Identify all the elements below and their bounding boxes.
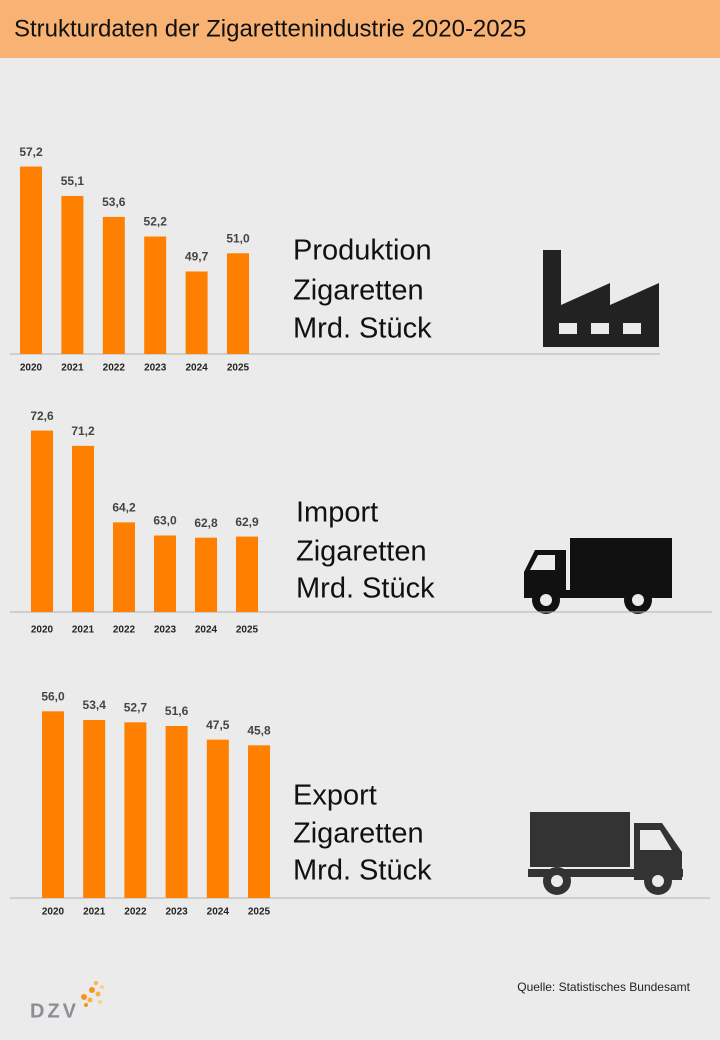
x-tick-label: 2020	[31, 625, 54, 636]
bar	[42, 711, 64, 898]
bar	[154, 535, 176, 612]
bar	[236, 536, 258, 612]
chart-label: Mrd. Stück	[296, 573, 435, 605]
value-label: 56,0	[41, 690, 65, 704]
chart-label: Produktion	[293, 235, 432, 267]
value-label: 52,2	[144, 215, 168, 229]
bar	[72, 445, 94, 612]
chart-label: Mrd. Stück	[293, 855, 432, 887]
chart-label: Zigaretten	[293, 818, 424, 850]
x-tick-label: 2023	[154, 625, 177, 636]
value-label: 51,6	[165, 704, 189, 718]
x-tick-label: 2024	[185, 363, 208, 374]
value-label: 64,2	[112, 501, 136, 515]
x-tick-label: 2023	[165, 907, 188, 918]
page-title: Strukturdaten der Zigarettenindustrie 20…	[14, 15, 526, 42]
value-label: 49,7	[185, 250, 209, 264]
value-label: 53,6	[102, 195, 126, 209]
value-label: 55,1	[61, 174, 85, 188]
value-label: 62,8	[194, 516, 218, 530]
logo: DZV	[30, 981, 104, 1022]
x-tick-label: 2025	[248, 907, 271, 918]
x-tick-label: 2025	[227, 363, 250, 374]
value-label: 63,0	[153, 514, 177, 528]
bar	[20, 166, 42, 354]
bar	[195, 537, 217, 612]
x-tick-label: 2020	[42, 907, 65, 918]
title-bar	[0, 0, 720, 58]
bar	[124, 722, 147, 898]
bar	[185, 271, 208, 354]
bar	[61, 195, 84, 354]
value-label: 47,5	[206, 718, 230, 732]
x-tick-label: 2023	[144, 363, 167, 374]
source: Quelle: Statistisches Bundesamt	[517, 980, 690, 994]
x-tick-label: 2022	[113, 625, 136, 636]
truck-icon	[528, 812, 683, 895]
value-label: 51,0	[226, 231, 250, 245]
x-tick-label: 2021	[83, 907, 106, 918]
bar	[31, 430, 53, 612]
bar	[144, 236, 167, 354]
bar	[227, 253, 249, 354]
chart-label: Zigaretten	[293, 275, 424, 307]
chart-label: Zigaretten	[296, 536, 427, 568]
value-label: 52,7	[124, 701, 148, 715]
bar	[83, 720, 106, 898]
value-label: 71,2	[71, 424, 95, 438]
bar	[206, 739, 229, 898]
x-tick-label: 2025	[236, 625, 259, 636]
factory-icon	[543, 250, 659, 347]
chart-label: Mrd. Stück	[293, 313, 432, 345]
x-tick-label: 2022	[103, 363, 126, 374]
bar	[102, 216, 125, 354]
x-tick-label: 2020	[20, 363, 43, 374]
value-label: 45,8	[247, 724, 271, 738]
x-tick-label: 2022	[124, 907, 147, 918]
bar	[113, 522, 135, 612]
value-label: 62,9	[235, 515, 259, 529]
chart-label: Export	[293, 780, 377, 812]
value-label: 57,2	[19, 145, 43, 159]
bar	[165, 726, 188, 898]
truck-icon	[524, 538, 672, 614]
bar	[248, 745, 270, 898]
chart-label: Import	[296, 497, 378, 529]
value-label: 53,4	[83, 698, 107, 712]
value-label: 72,6	[30, 409, 54, 423]
logo-text: DZV	[30, 1000, 79, 1022]
x-tick-label: 2024	[207, 907, 230, 918]
x-tick-label: 2024	[195, 625, 218, 636]
x-tick-label: 2021	[72, 625, 95, 636]
x-tick-label: 2021	[61, 363, 84, 374]
